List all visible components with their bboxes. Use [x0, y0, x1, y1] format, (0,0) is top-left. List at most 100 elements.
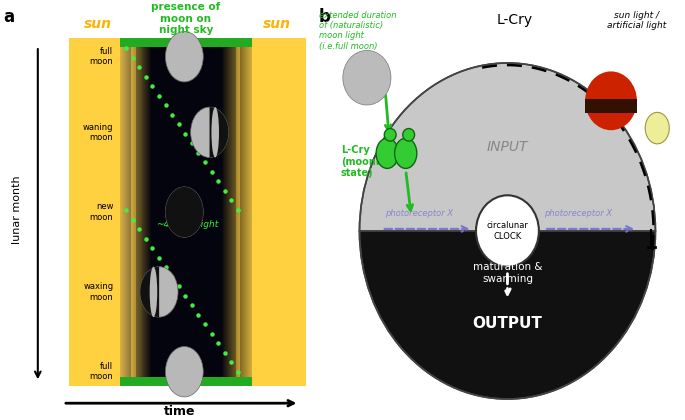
Ellipse shape: [645, 112, 669, 144]
Bar: [146, 38, 147, 386]
Bar: [120, 38, 121, 386]
Bar: [144, 38, 145, 386]
Bar: [585, 99, 637, 113]
Text: full
moon: full moon: [90, 362, 114, 381]
Bar: [235, 38, 236, 386]
Bar: [250, 38, 251, 386]
Text: photoreceptor X: photoreceptor X: [545, 210, 612, 218]
Text: circalunar
CLOCK: circalunar CLOCK: [486, 221, 528, 241]
Bar: [129, 38, 130, 386]
Bar: [135, 38, 136, 386]
Bar: [247, 38, 248, 386]
Bar: [122, 38, 123, 386]
Bar: [127, 38, 128, 386]
Bar: [240, 38, 242, 386]
Bar: [143, 38, 144, 386]
Bar: [229, 38, 230, 386]
Bar: [126, 38, 127, 386]
Text: ~49min/night: ~49min/night: [156, 220, 219, 229]
Bar: [238, 38, 240, 386]
Ellipse shape: [140, 267, 178, 317]
Bar: [248, 38, 249, 386]
Text: presence of
moon on
night sky: presence of moon on night sky: [151, 2, 221, 35]
Bar: [127, 38, 129, 386]
Bar: [234, 38, 236, 386]
Bar: [225, 38, 226, 386]
Bar: [124, 38, 125, 386]
Text: INPUT: INPUT: [487, 140, 528, 154]
Bar: [232, 38, 234, 386]
Bar: [121, 38, 123, 386]
Text: sun: sun: [84, 17, 112, 31]
Text: photoreceptor X: photoreceptor X: [386, 210, 453, 218]
Bar: [123, 38, 124, 386]
Bar: [138, 38, 139, 386]
Bar: [69, 38, 306, 386]
Bar: [140, 38, 141, 386]
Bar: [147, 38, 149, 386]
Bar: [245, 38, 246, 386]
Bar: [126, 38, 127, 386]
Bar: [134, 38, 135, 386]
Bar: [121, 38, 122, 386]
Bar: [132, 38, 133, 386]
Text: sun light /
artificial light: sun light / artificial light: [608, 10, 667, 30]
Bar: [123, 38, 124, 386]
Bar: [136, 38, 138, 386]
Text: full
moon: full moon: [90, 47, 114, 66]
Wedge shape: [210, 107, 229, 158]
Text: L-Cry: L-Cry: [497, 13, 533, 26]
Text: maturation &
swarming: maturation & swarming: [473, 262, 543, 284]
Ellipse shape: [166, 346, 203, 397]
Bar: [150, 38, 151, 386]
Text: lunar month: lunar month: [12, 176, 23, 244]
Bar: [120, 38, 121, 386]
Ellipse shape: [384, 129, 396, 141]
Bar: [142, 38, 252, 386]
Bar: [120, 38, 252, 47]
Bar: [125, 38, 126, 386]
Bar: [226, 38, 227, 386]
Text: waning
moon: waning moon: [83, 123, 114, 142]
Text: waxing
moon: waxing moon: [84, 282, 114, 302]
Wedge shape: [140, 267, 159, 317]
Bar: [132, 38, 133, 386]
Bar: [251, 38, 252, 386]
Text: sun: sun: [263, 17, 291, 31]
Ellipse shape: [166, 187, 203, 237]
Bar: [134, 38, 136, 386]
Bar: [139, 38, 140, 386]
Bar: [138, 38, 140, 386]
Bar: [230, 38, 232, 386]
Bar: [124, 38, 125, 386]
Bar: [231, 38, 232, 386]
Wedge shape: [360, 231, 656, 399]
Bar: [236, 38, 238, 386]
Bar: [222, 38, 223, 386]
Bar: [138, 38, 139, 386]
Text: new
moon: new moon: [90, 202, 114, 222]
Bar: [120, 377, 252, 386]
Bar: [252, 38, 253, 386]
Bar: [249, 38, 250, 386]
Ellipse shape: [376, 138, 398, 168]
Circle shape: [476, 195, 539, 267]
Bar: [136, 38, 138, 386]
Bar: [246, 38, 247, 386]
Wedge shape: [360, 63, 656, 231]
Bar: [125, 38, 126, 386]
Bar: [223, 38, 224, 386]
Ellipse shape: [403, 129, 414, 141]
Bar: [140, 38, 141, 386]
Bar: [244, 38, 245, 386]
Ellipse shape: [149, 267, 158, 317]
Ellipse shape: [166, 32, 203, 82]
Bar: [242, 38, 244, 386]
Bar: [242, 38, 243, 386]
Ellipse shape: [166, 187, 203, 237]
Bar: [145, 38, 146, 386]
Text: b: b: [319, 8, 331, 26]
Bar: [136, 38, 137, 386]
Bar: [134, 38, 135, 386]
Text: a: a: [3, 8, 14, 26]
